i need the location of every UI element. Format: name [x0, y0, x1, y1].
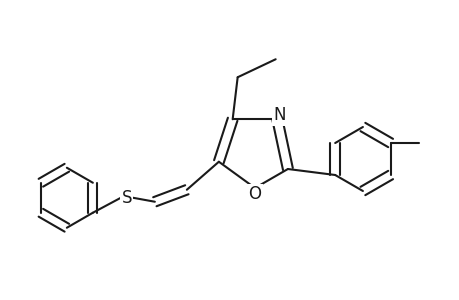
Text: N: N: [273, 106, 285, 124]
Text: S: S: [121, 189, 132, 207]
Text: O: O: [248, 185, 261, 203]
